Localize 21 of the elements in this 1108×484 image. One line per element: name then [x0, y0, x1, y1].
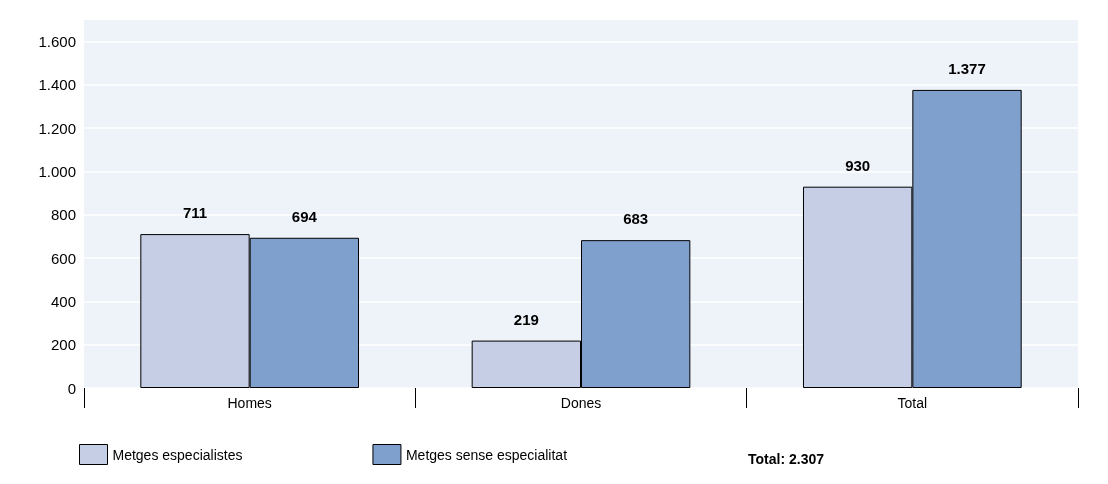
y-tick-label: 600 — [50, 249, 76, 267]
data-label: 711 — [182, 204, 208, 222]
text: Total: 2.307 — [748, 451, 825, 467]
y-tick-label: 1.200 — [38, 119, 76, 137]
data-label: 1.377 — [948, 59, 986, 77]
x-tick-label: Homes — [227, 395, 272, 411]
data-label: 683 — [623, 210, 649, 228]
data-label: 930 — [845, 156, 871, 174]
y-tick-label: 1.400 — [38, 76, 76, 94]
data-label: 219 — [513, 310, 539, 328]
y-tick-label: 1.600 — [38, 33, 76, 51]
legend-label: Metges sense especialitat — [405, 446, 568, 463]
y-tick-label: 800 — [50, 206, 76, 224]
y-tick-label: 1.000 — [38, 163, 76, 181]
y-tick-label: 400 — [50, 292, 76, 310]
y-tick-label: 200 — [50, 336, 76, 354]
x-tick-label: Dones — [560, 395, 602, 411]
data-label: 694 — [291, 207, 318, 225]
x-tick-label: Total — [897, 395, 928, 411]
legend-label: Metges especialistes — [112, 446, 243, 463]
y-tick-label: 0 — [67, 379, 76, 397]
